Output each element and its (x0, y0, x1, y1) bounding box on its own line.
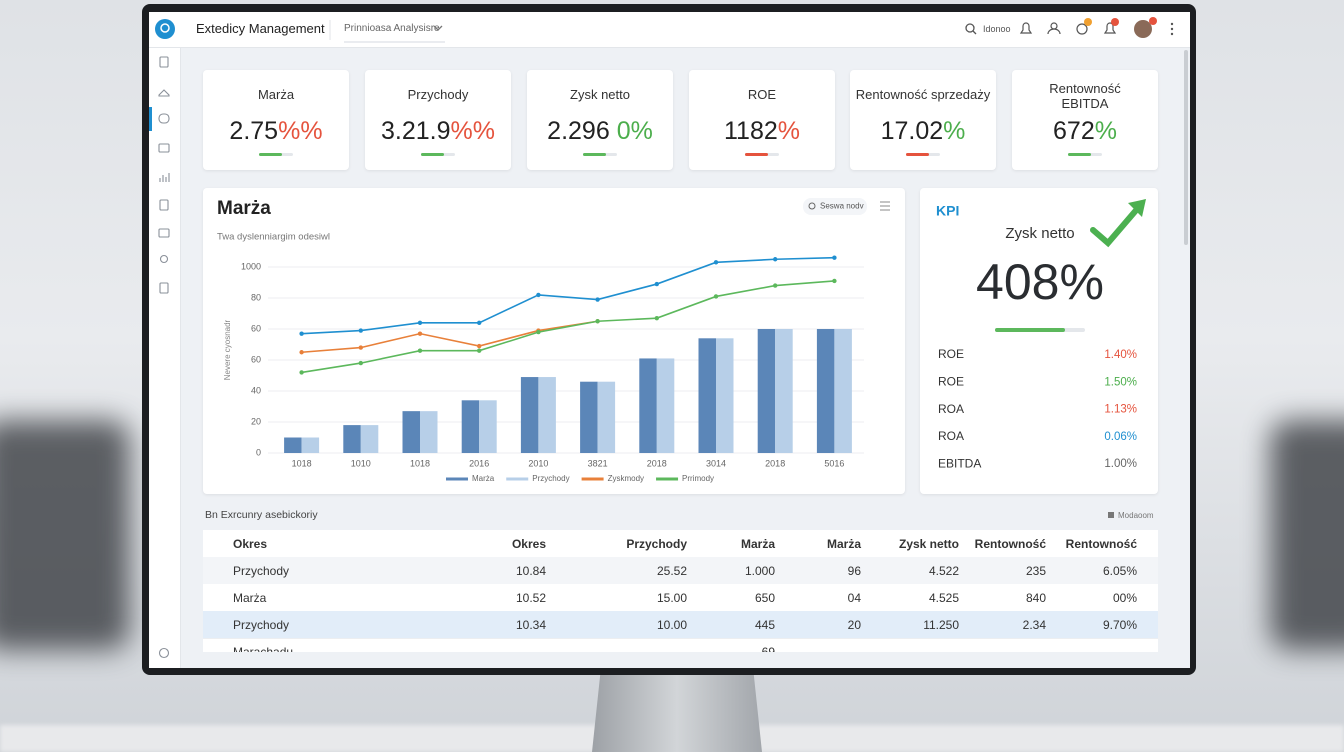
kpi-bar (583, 153, 606, 156)
table-cell: 20 (847, 618, 861, 632)
kpi-bar (1068, 153, 1091, 156)
table-cell: 10.34 (515, 618, 546, 632)
kpi-unit: %% (278, 117, 323, 145)
table-action: Modaoom (1118, 511, 1154, 520)
kpi-unit: % (943, 117, 966, 145)
table-cell: 10.84 (515, 564, 546, 578)
kpi-label: ROE (747, 87, 777, 102)
table-cell: Przychody (626, 537, 687, 551)
kpi-unit: % (1094, 117, 1117, 145)
table-cell: 4.522 (928, 564, 959, 578)
kpi-card: Zysk netto 2.296 0% (527, 70, 673, 170)
table-row: Marachadu 69 (203, 638, 1158, 652)
table-cell: 10.00 (656, 618, 687, 632)
kpi-unit: % (777, 117, 800, 145)
kpi-value-line: 2.296 0% (527, 116, 673, 146)
table-cell: Okres (511, 537, 546, 551)
table-row: Marża 10.52 15.00 650 04 4.525 840 00% (203, 584, 1158, 612)
table-cell: 11.250 (923, 618, 959, 632)
search-label: Idonoo (983, 24, 1011, 34)
table-cell: 25.52 (656, 564, 687, 578)
tab-label: Prinnioasa Analysisre (344, 23, 440, 34)
kpi-label: Rentowność sprzedaży (855, 87, 991, 102)
table-cell: 1.000 (744, 564, 775, 578)
kpi-card: Rentowność sprzedaży 17.02% (850, 70, 996, 170)
table-cell: Marża (233, 591, 267, 605)
table-cell: Marża (826, 537, 861, 551)
table-cell: 2.34 (1022, 618, 1046, 632)
table-cell: Przychody (233, 618, 290, 632)
table-row: Przychody 10.84 25.52 1.000 96 4.522 235 6.05% (203, 557, 1158, 585)
kpi-value-line: 3.21.9%% (365, 116, 511, 146)
kpi-value: 2.296 (547, 117, 617, 145)
table-cell: 15.00 (656, 591, 687, 605)
table-cell: Marachadu (233, 645, 294, 652)
table-cell: Rentowność (974, 537, 1046, 551)
kpi-value-line: 672% (1012, 116, 1158, 146)
kpi-bar (745, 153, 768, 156)
kpi-card: Rentowność EBITDA 672% (1012, 70, 1158, 170)
kpi-label: Przychody (407, 87, 469, 102)
kpi-label: Marża (257, 87, 295, 102)
kpi-value-line: 2.75%% (203, 116, 349, 146)
kpi-card: Przychody 3.21.9%% (365, 70, 511, 170)
blur-chair-left (0, 420, 130, 650)
table-cell: 840 (1025, 591, 1046, 605)
table-cell: Okres (233, 537, 268, 551)
monitor-stand (592, 672, 762, 752)
table-cell: Marża (740, 537, 775, 551)
table-cell: 96 (847, 564, 861, 578)
table-cell: Rentowność (1065, 537, 1137, 551)
top-bar (149, 12, 1190, 48)
kpi-value: 17.02 (880, 117, 944, 145)
table-cell: 9.70% (1102, 618, 1137, 632)
kpi-value: 672 (1053, 117, 1095, 145)
kpi-panel (920, 188, 1158, 494)
kpi-unit: %% (450, 117, 495, 145)
table-cell: Przychody (233, 564, 290, 578)
blur-chair-right (1270, 420, 1344, 650)
kpi-label: Rentowność EBITDA (1049, 81, 1121, 111)
table-cell: 650 (754, 591, 775, 605)
table-header: Okres Okres Przychody Marża Marża Zysk netto R… (203, 530, 1158, 558)
kpi-card: ROE 1182% (689, 70, 835, 170)
table-cell: 6.05% (1102, 564, 1137, 578)
table: Okres Okres Przychody Marża Marża Zysk netto R… (203, 530, 1158, 652)
kpi-bar (906, 153, 929, 156)
kpi-value-line: 17.02% (850, 116, 996, 146)
table-cell: Zysk netto (898, 537, 959, 551)
kpi-value: 1182 (724, 117, 778, 145)
table-cell: 04 (847, 591, 861, 605)
kpi-bar (259, 153, 282, 156)
table-row: Przychody 10.34 10.00 445 20 11.250 2.34 9.70% (203, 611, 1158, 639)
table-cell: 10.52 (515, 591, 546, 605)
table-cell: 4.525 (928, 591, 959, 605)
app-title: Extedicy Management (196, 21, 325, 36)
kpi-value: 2.75 (229, 117, 279, 145)
scrollbar (1184, 50, 1188, 245)
sidebar (149, 48, 181, 668)
kpi-bar (421, 153, 444, 156)
table-caption: Bn Exrcunry asebickoriy (205, 509, 318, 521)
kpi-value-line: 1182% (689, 116, 835, 146)
table-cell: 445 (754, 618, 775, 632)
table-cell: 235 (1025, 564, 1046, 578)
chart-panel (203, 188, 905, 494)
kpi-unit: 0% (616, 117, 653, 145)
table-cell: 00% (1112, 591, 1137, 605)
kpi-card: Marża 2.75%% (203, 70, 349, 170)
kpi-label: Zysk netto (570, 87, 630, 102)
kpi-value: 3.21.9 (381, 117, 451, 145)
table-cell: 69 (761, 645, 775, 652)
